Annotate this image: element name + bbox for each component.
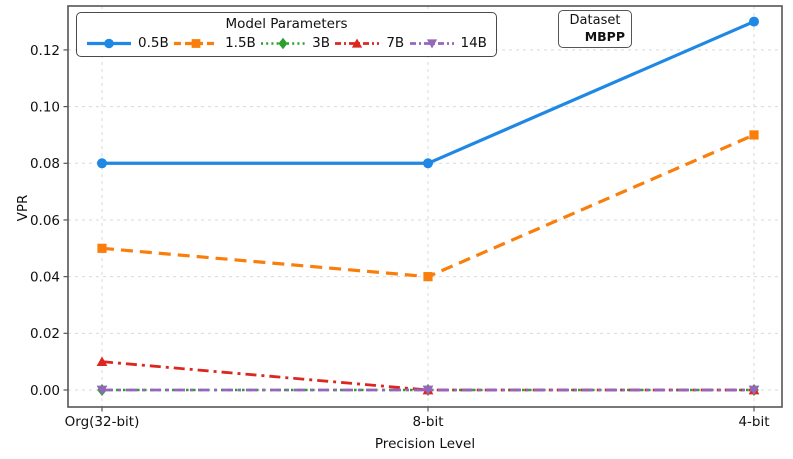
legend-item-label: 7B <box>386 35 405 51</box>
svg-text:8-bit: 8-bit <box>412 414 443 430</box>
legend-line-sample-14B <box>409 38 454 48</box>
legend-item-0.5B: 0.5B <box>86 35 169 51</box>
legend-line-sample-1.5B <box>174 38 219 48</box>
svg-text:Org(32-bit): Org(32-bit) <box>65 414 140 430</box>
dataset-box-value: MBPP <box>584 29 625 44</box>
legend-item-label: 3B <box>312 35 330 51</box>
svg-text:0.02: 0.02 <box>30 326 60 342</box>
y-tick-labels: 0.00 0.02 0.04 0.06 0.08 0.10 0.12 <box>30 43 60 399</box>
series-1.5B <box>97 130 759 282</box>
svg-text:0.12: 0.12 <box>30 43 60 59</box>
legend-item-3B: 3B <box>260 35 330 51</box>
legend-item-label: 1.5B <box>225 35 256 51</box>
axis-ticks <box>63 49 755 412</box>
legend-item-label: 0.5B <box>138 35 169 51</box>
legend-item-14B: 14B <box>409 35 487 51</box>
plot-frame <box>67 5 783 408</box>
series-1.5B-markers <box>97 130 759 282</box>
y-axis-label: VPR <box>15 194 31 222</box>
x-tick-labels: Org(32-bit) 8-bit 4-bit <box>65 414 770 430</box>
series-0.5B <box>97 16 759 169</box>
x-axis-label: Precision Level <box>374 436 476 452</box>
svg-text:4-bit: 4-bit <box>738 414 769 430</box>
svg-text:0.00: 0.00 <box>30 383 60 399</box>
legend-line-sample-7B <box>335 38 380 48</box>
dataset-box: Dataset MBPP <box>558 10 632 48</box>
series-14B <box>96 385 760 396</box>
legend-line-sample-3B <box>261 37 306 49</box>
legend-row: 0.5B 1.5B 3B 7B 14B <box>86 35 487 51</box>
legend-item-1.5B: 1.5B <box>173 35 256 51</box>
legend-item-7B: 7B <box>334 35 404 51</box>
legend-line-sample-0.5B <box>87 38 131 48</box>
svg-text:0.04: 0.04 <box>30 269 60 285</box>
legend: Model Parameters 0.5B 1.5B 3B 7B 14B <box>76 12 497 57</box>
legend-item-label: 14B <box>460 35 487 51</box>
series-0.5B-markers <box>97 16 759 169</box>
gridlines <box>68 6 782 407</box>
svg-text:0.06: 0.06 <box>30 213 60 229</box>
series-1.5B-line <box>101 133 755 279</box>
dataset-box-title: Dataset <box>569 13 621 28</box>
series-14B-markers <box>96 385 760 396</box>
legend-title: Model Parameters <box>225 16 348 32</box>
series-7B-line <box>101 360 754 392</box>
svg-text:0.10: 0.10 <box>30 99 60 115</box>
svg-text:0.08: 0.08 <box>30 156 60 172</box>
